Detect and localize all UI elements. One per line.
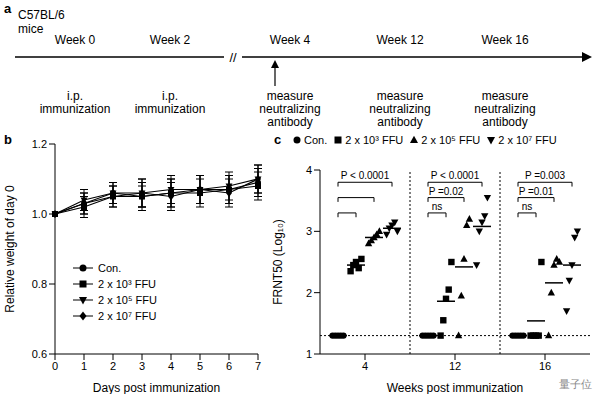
html-text:2 x 10⁷ FFU: 2 x 10⁷ FFU xyxy=(498,134,557,146)
svg-text:FRNT50 (Log₁₀): FRNT50 (Log₁₀) xyxy=(271,219,285,305)
svg-text:5: 5 xyxy=(197,360,203,372)
svg-text:neutralizing: neutralizing xyxy=(259,102,320,116)
html-text:b: b xyxy=(4,132,12,147)
svg-text:12: 12 xyxy=(449,360,461,372)
svg-text:measure: measure xyxy=(482,89,529,103)
svg-text:3: 3 xyxy=(139,360,145,372)
svg-text:neutralizing: neutralizing xyxy=(474,102,535,116)
svg-text:2: 2 xyxy=(110,360,116,372)
svg-text:4: 4 xyxy=(168,360,174,372)
svg-text:antibody: antibody xyxy=(267,115,312,129)
svg-text:Week 12: Week 12 xyxy=(376,33,423,47)
svg-text:P =0.02: P =0.02 xyxy=(429,186,464,197)
svg-text:i.p.: i.p. xyxy=(162,89,178,103)
svg-text:immunization: immunization xyxy=(40,102,111,116)
svg-text:a: a xyxy=(8,1,12,16)
svg-text:measure: measure xyxy=(377,89,424,103)
svg-text:P < 0.0001: P < 0.0001 xyxy=(341,170,390,181)
svg-text:Week 16: Week 16 xyxy=(481,33,528,47)
html-text:量子位: 量子位 xyxy=(559,378,592,390)
svg-text:7: 7 xyxy=(255,360,261,372)
svg-text:4: 4 xyxy=(306,164,312,176)
svg-text:1.2: 1.2 xyxy=(32,138,47,150)
svg-text:antibody: antibody xyxy=(482,115,527,129)
svg-text:neutralizing: neutralizing xyxy=(369,102,430,116)
html-text:2 x 10⁷ FFU: 2 x 10⁷ FFU xyxy=(98,310,157,322)
svg-text:Week 4: Week 4 xyxy=(270,33,311,47)
svg-text:2: 2 xyxy=(306,287,312,299)
svg-text:immunization: immunization xyxy=(135,102,206,116)
svg-text://: // xyxy=(229,50,237,65)
svg-text:Week 2: Week 2 xyxy=(150,33,191,47)
html-text:c: c xyxy=(274,132,282,147)
svg-text:1: 1 xyxy=(306,348,312,360)
svg-text:P =0.003: P =0.003 xyxy=(525,170,566,181)
svg-text:ns: ns xyxy=(432,201,443,212)
svg-text:1: 1 xyxy=(81,360,87,372)
html-text:2 x 10⁵ FFU: 2 x 10⁵ FFU xyxy=(98,294,157,306)
svg-text:measure: measure xyxy=(267,89,314,103)
html-text:2 x 10³ FFU: 2 x 10³ FFU xyxy=(98,278,157,290)
svg-text:4: 4 xyxy=(362,360,368,372)
svg-text:mice: mice xyxy=(18,22,44,36)
svg-text:3: 3 xyxy=(306,225,312,237)
svg-text:6: 6 xyxy=(226,360,232,372)
svg-text:C57BL/6: C57BL/6 xyxy=(18,8,65,22)
svg-text:Days post immunization: Days post immunization xyxy=(93,381,220,394)
svg-text:ns: ns xyxy=(522,201,533,212)
svg-text:0.8: 0.8 xyxy=(32,278,47,290)
svg-text:antibody: antibody xyxy=(377,115,422,129)
svg-text:0: 0 xyxy=(52,360,58,372)
svg-text:1.0: 1.0 xyxy=(32,208,47,220)
html-text:2 x 10³ FFU: 2 x 10³ FFU xyxy=(345,134,404,146)
svg-text:Weeks post immunization: Weeks post immunization xyxy=(387,381,524,394)
svg-text:Week 0: Week 0 xyxy=(55,33,96,47)
html-text:Con.: Con. xyxy=(304,134,328,146)
html-text:Con.: Con. xyxy=(98,262,122,274)
svg-text:P =0.01: P =0.01 xyxy=(519,186,554,197)
svg-text:P < 0.0001: P < 0.0001 xyxy=(431,170,480,181)
svg-text:0.6: 0.6 xyxy=(32,348,47,360)
html-text:2 x 10⁵ FFU: 2 x 10⁵ FFU xyxy=(421,134,481,146)
svg-text:i.p.: i.p. xyxy=(67,89,83,103)
svg-text:16: 16 xyxy=(539,360,551,372)
svg-text:Relative weight of day 0: Relative weight of day 0 xyxy=(8,185,17,313)
